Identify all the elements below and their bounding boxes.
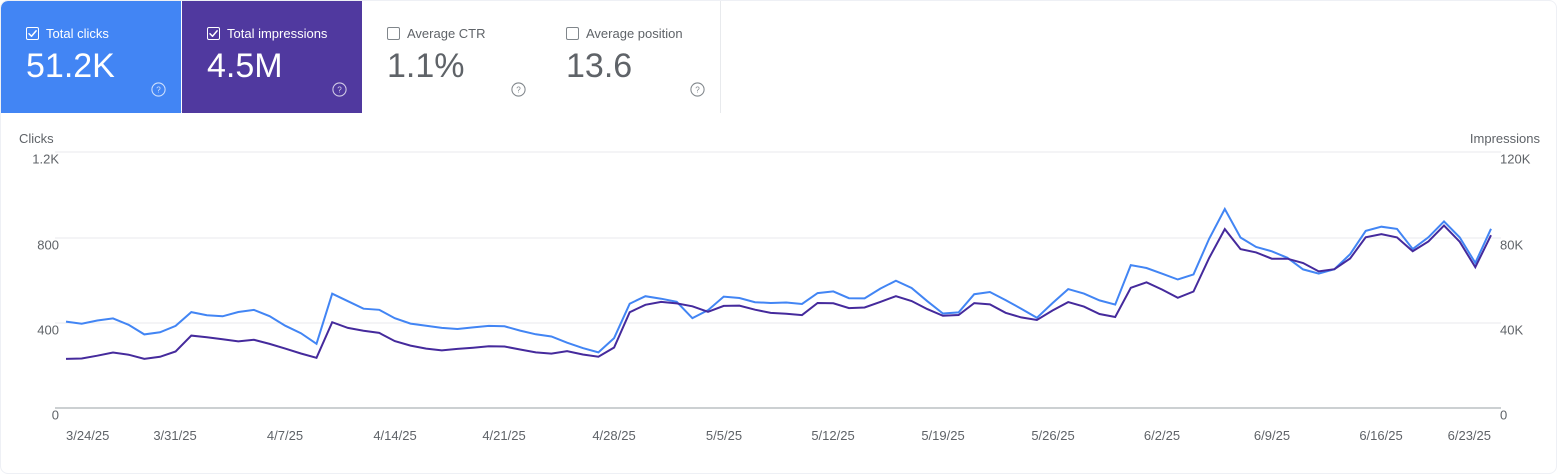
svg-text:?: ? — [156, 86, 161, 95]
svg-text:?: ? — [695, 86, 700, 95]
svg-text:?: ? — [516, 86, 521, 95]
svg-text:?: ? — [337, 86, 342, 95]
